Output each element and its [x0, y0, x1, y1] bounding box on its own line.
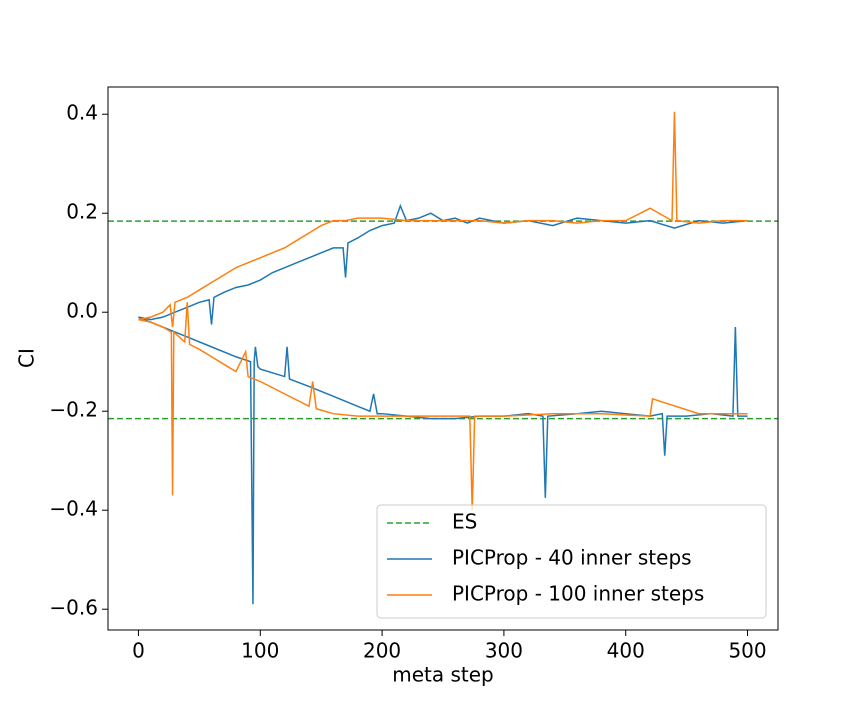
lower-line: [138, 302, 748, 511]
y-axis-label: CI: [15, 348, 39, 368]
legend-label: PICProp - 100 inner steps: [452, 582, 704, 606]
x-tick-label: 500: [728, 639, 766, 663]
x-tick-label: 200: [363, 639, 401, 663]
x-axis-label: meta step: [392, 663, 494, 687]
y-tick-label: 0.4: [66, 101, 98, 125]
plot-frame: [107, 86, 779, 631]
upper-line: [138, 111, 748, 328]
legend-label: PICProp - 40 inner steps: [452, 546, 692, 570]
y-tick-label: 0.0: [66, 299, 98, 323]
x-tick-label: 0: [132, 639, 145, 663]
x-tick-label: 400: [607, 639, 645, 663]
y-tick-label: 0.2: [66, 200, 98, 224]
legend-box: [376, 504, 767, 619]
y-tick-label: −0.2: [49, 398, 98, 422]
y-tick-label: −0.6: [49, 596, 98, 620]
x-tick-label: 300: [485, 639, 523, 663]
y-tick-label: −0.4: [49, 497, 98, 521]
legend-label: ES: [452, 510, 477, 534]
upper-line: [138, 203, 748, 325]
x-tick-label: 100: [241, 639, 279, 663]
